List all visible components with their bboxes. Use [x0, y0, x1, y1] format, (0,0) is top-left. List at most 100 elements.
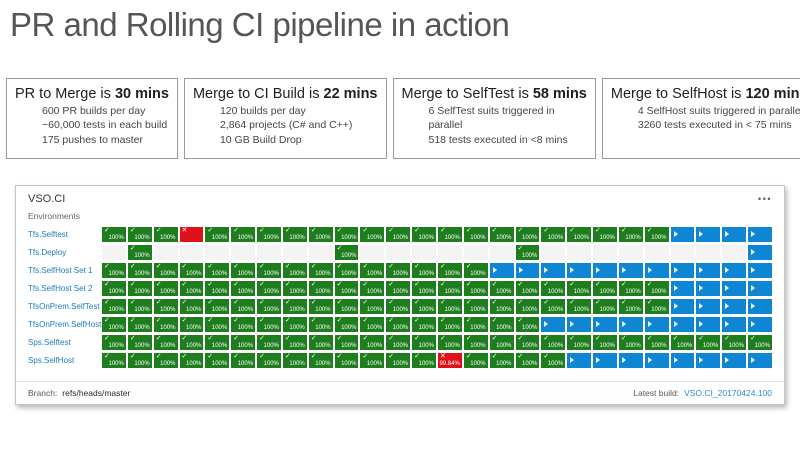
build-cell-running[interactable]: [748, 316, 772, 332]
build-cell-pass[interactable]: ✓ 100%: [515, 226, 540, 242]
build-cell-pass[interactable]: ✓ 100%: [231, 334, 256, 350]
build-cell-running[interactable]: [541, 316, 566, 332]
build-cell-pass[interactable]: ✓ 100%: [644, 334, 669, 350]
build-cell-running[interactable]: [670, 352, 695, 368]
build-cell-running[interactable]: [748, 262, 772, 278]
build-cell-pass[interactable]: ✓ 100%: [282, 298, 307, 314]
build-cell-pass[interactable]: ✓ 100%: [541, 334, 566, 350]
build-cell-running[interactable]: [696, 262, 721, 278]
build-cell-pass[interactable]: ✓ 100%: [412, 316, 436, 332]
build-cell-pass[interactable]: ✓ 100%: [231, 262, 256, 278]
build-cell-pass[interactable]: ✓ 100%: [489, 226, 514, 242]
build-cell-pass[interactable]: ✓ 100%: [257, 352, 281, 368]
build-cell-pass[interactable]: ✓ 100%: [722, 334, 747, 350]
build-cell-pass[interactable]: ✓ 100%: [386, 316, 411, 332]
env-name-link[interactable]: Tfs.SelfHost Set 1: [28, 265, 93, 275]
build-cell-pass[interactable]: ✓ 100%: [205, 262, 230, 278]
build-cell-running[interactable]: [489, 262, 514, 278]
build-cell-pass[interactable]: ✓ 100%: [437, 298, 462, 314]
build-cell-pass[interactable]: ✓ 100%: [153, 262, 178, 278]
build-cell-pass[interactable]: ✓ 100%: [257, 262, 281, 278]
build-cell-pass[interactable]: ✓ 100%: [489, 334, 514, 350]
build-cell-pass[interactable]: ✓ 100%: [748, 334, 772, 350]
build-cell-pass[interactable]: ✓ 100%: [205, 298, 230, 314]
build-cell-pass[interactable]: ✓ 100%: [231, 352, 256, 368]
build-cell-pass[interactable]: ✓ 100%: [334, 280, 359, 296]
env-name-link[interactable]: Tfs.Selftest: [28, 229, 69, 239]
build-cell-running[interactable]: [644, 352, 669, 368]
build-cell-running[interactable]: [515, 262, 540, 278]
build-cell-pass[interactable]: ✓ 100%: [360, 262, 385, 278]
build-cell-pass[interactable]: ✓ 100%: [489, 298, 514, 314]
build-cell-running[interactable]: [748, 280, 772, 296]
build-cell-pass[interactable]: ✓ 100%: [102, 334, 126, 350]
build-cell-pass[interactable]: ✓ 100%: [153, 298, 178, 314]
build-cell-pass[interactable]: ✓ 100%: [127, 316, 152, 332]
build-cell-pass[interactable]: ✓ 100%: [593, 298, 617, 314]
latest-build-link[interactable]: VSO.CI_20170424.100: [684, 388, 772, 398]
build-cell-pass[interactable]: ✓ 100%: [489, 352, 514, 368]
build-cell-pass[interactable]: ✓ 100%: [308, 334, 333, 350]
build-cell-pass[interactable]: ✓ 100%: [205, 280, 230, 296]
build-cell-pass[interactable]: ✓ 100%: [179, 334, 204, 350]
build-cell-running[interactable]: [593, 352, 617, 368]
build-cell-pass[interactable]: ✓ 100%: [463, 298, 488, 314]
build-cell-pass[interactable]: ✓ 100%: [437, 262, 462, 278]
build-cell-pass[interactable]: ✓ 100%: [205, 316, 230, 332]
env-name-link[interactable]: Sps.SelfHost: [28, 355, 75, 365]
build-cell-pass[interactable]: ✓ 100%: [489, 280, 514, 296]
build-cell-running[interactable]: [670, 280, 695, 296]
build-cell-pass[interactable]: ✓ 100%: [205, 334, 230, 350]
env-name-link[interactable]: Tfs.Deploy: [28, 247, 67, 257]
build-cell-pass[interactable]: ✓ 100%: [282, 262, 307, 278]
build-cell-pass[interactable]: ✓ 100%: [618, 280, 643, 296]
build-cell-running[interactable]: [567, 316, 592, 332]
build-cell-pass[interactable]: ✓ 100%: [593, 334, 617, 350]
build-cell-pass[interactable]: ✓ 100%: [205, 352, 230, 368]
build-cell-pass[interactable]: ✓ 100%: [412, 334, 436, 350]
build-cell-pass[interactable]: ✓ 100%: [386, 262, 411, 278]
build-cell-running[interactable]: [722, 280, 747, 296]
build-cell-pass[interactable]: ✓ 100%: [412, 298, 436, 314]
build-cell-pass[interactable]: ✓ 100%: [231, 316, 256, 332]
env-name-link[interactable]: TfsOnPrem.SelfHost: [28, 319, 102, 329]
build-cell-running[interactable]: [670, 262, 695, 278]
build-cell-running[interactable]: [567, 262, 592, 278]
build-cell-running[interactable]: [696, 352, 721, 368]
build-cell-pass[interactable]: ✓ 100%: [567, 280, 592, 296]
build-cell-pass[interactable]: ✓ 100%: [257, 226, 281, 242]
build-cell-pass[interactable]: ✓ 100%: [257, 316, 281, 332]
build-cell-running[interactable]: [567, 352, 592, 368]
build-cell-pass[interactable]: ✓ 100%: [308, 316, 333, 332]
build-cell-pass[interactable]: ✓ 100%: [463, 334, 488, 350]
build-cell-pass[interactable]: ✓ 100%: [231, 280, 256, 296]
build-cell-pass[interactable]: ✓ 100%: [257, 298, 281, 314]
build-cell-running[interactable]: [670, 298, 695, 314]
build-cell-pass[interactable]: ✓ 100%: [541, 298, 566, 314]
build-cell-pass[interactable]: ✓ 100%: [153, 226, 178, 242]
build-cell-pass[interactable]: ✓ 100%: [334, 226, 359, 242]
build-cell-pass[interactable]: ✓ 100%: [282, 334, 307, 350]
build-cell-pass[interactable]: ✓ 100%: [541, 352, 566, 368]
build-cell-pass[interactable]: ✓ 100%: [127, 280, 152, 296]
build-cell-pass[interactable]: ✓ 100%: [102, 280, 126, 296]
build-cell-pass[interactable]: ✓ 100%: [515, 316, 540, 332]
build-cell-pass[interactable]: ✓ 100%: [308, 280, 333, 296]
build-cell-pass[interactable]: ✓ 100%: [231, 298, 256, 314]
build-cell-pass[interactable]: ✓ 100%: [179, 352, 204, 368]
build-cell-running[interactable]: [618, 352, 643, 368]
build-cell-pass[interactable]: ✓ 100%: [127, 244, 152, 260]
build-cell-running[interactable]: [748, 244, 772, 260]
build-cell-pass[interactable]: ✓ 100%: [437, 226, 462, 242]
build-cell-pass[interactable]: ✓ 100%: [515, 280, 540, 296]
build-cell-pass[interactable]: ✓ 100%: [489, 316, 514, 332]
build-cell-running[interactable]: [722, 262, 747, 278]
build-cell-pass[interactable]: ✓ 100%: [127, 298, 152, 314]
build-cell-pass[interactable]: ✓ 100%: [412, 280, 436, 296]
ellipsis-menu-icon[interactable]: •••: [758, 194, 772, 204]
build-cell-pass[interactable]: ✓ 100%: [102, 226, 126, 242]
build-cell-pass[interactable]: ✓ 100%: [644, 298, 669, 314]
build-cell-pass[interactable]: ✓ 100%: [412, 262, 436, 278]
build-cell-pass[interactable]: ✓ 100%: [386, 334, 411, 350]
build-cell-pass[interactable]: ✓ 100%: [463, 316, 488, 332]
